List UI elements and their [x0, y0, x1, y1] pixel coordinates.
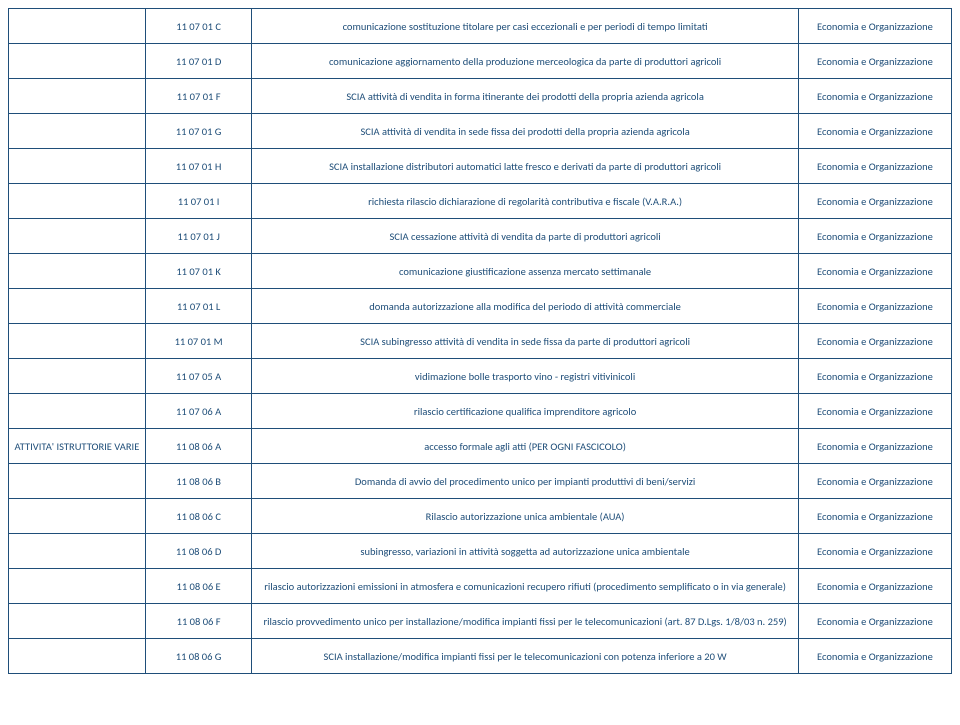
description-cell: SCIA attività di vendita in sede fissa d… [252, 114, 799, 149]
department-cell: Economia e Organizzazione [798, 79, 951, 114]
description-cell: accesso formale agli atti (PER OGNI FASC… [252, 429, 799, 464]
code-cell: 11 07 06 A [145, 394, 251, 429]
code-cell: 11 08 06 D [145, 534, 251, 569]
table-row: 11 07 01 FSCIA attività di vendita in fo… [9, 79, 952, 114]
table-row: 11 07 01 JSCIA cessazione attività di ve… [9, 219, 952, 254]
table-row: 11 08 06 GSCIA installazione/modifica im… [9, 639, 952, 674]
category-cell [9, 464, 146, 499]
department-cell: Economia e Organizzazione [798, 569, 951, 604]
table-row: 11 08 06 Dsubingresso, variazioni in att… [9, 534, 952, 569]
description-cell: comunicazione giustificazione assenza me… [252, 254, 799, 289]
table-row: 11 07 01 GSCIA attività di vendita in se… [9, 114, 952, 149]
department-cell: Economia e Organizzazione [798, 254, 951, 289]
category-cell [9, 534, 146, 569]
category-cell [9, 79, 146, 114]
department-cell: Economia e Organizzazione [798, 604, 951, 639]
department-cell: Economia e Organizzazione [798, 429, 951, 464]
table-body: 11 07 01 Ccomunicazione sostituzione tit… [9, 9, 952, 674]
category-cell [9, 289, 146, 324]
category-cell [9, 569, 146, 604]
category-cell [9, 219, 146, 254]
table-row: 11 08 06 CRilascio autorizzazione unica … [9, 499, 952, 534]
code-cell: 11 07 01 L [145, 289, 251, 324]
category-cell [9, 149, 146, 184]
category-cell [9, 639, 146, 674]
code-cell: 11 07 01 K [145, 254, 251, 289]
table-row: 11 08 06 BDomanda di avvio del procedime… [9, 464, 952, 499]
department-cell: Economia e Organizzazione [798, 289, 951, 324]
description-cell: Domanda di avvio del procedimento unico … [252, 464, 799, 499]
category-cell [9, 359, 146, 394]
department-cell: Economia e Organizzazione [798, 219, 951, 254]
description-cell: domanda autorizzazione alla modifica del… [252, 289, 799, 324]
code-cell: 11 07 01 F [145, 79, 251, 114]
department-cell: Economia e Organizzazione [798, 149, 951, 184]
code-cell: 11 07 01 C [145, 9, 251, 44]
category-cell [9, 114, 146, 149]
code-cell: 11 07 01 I [145, 184, 251, 219]
description-cell: rilascio autorizzazioni emissioni in atm… [252, 569, 799, 604]
department-cell: Economia e Organizzazione [798, 394, 951, 429]
department-cell: Economia e Organizzazione [798, 359, 951, 394]
category-cell [9, 44, 146, 79]
department-cell: Economia e Organizzazione [798, 499, 951, 534]
table-row: 11 07 01 Ccomunicazione sostituzione tit… [9, 9, 952, 44]
code-cell: 11 08 06 F [145, 604, 251, 639]
category-cell [9, 254, 146, 289]
description-cell: comunicazione sostituzione titolare per … [252, 9, 799, 44]
table-row: 11 07 01 Ldomanda autorizzazione alla mo… [9, 289, 952, 324]
code-cell: 11 08 06 G [145, 639, 251, 674]
code-cell: 11 08 06 C [145, 499, 251, 534]
department-cell: Economia e Organizzazione [798, 44, 951, 79]
description-cell: rilascio certificazione qualifica impren… [252, 394, 799, 429]
description-cell: SCIA subingresso attività di vendita in … [252, 324, 799, 359]
category-cell [9, 184, 146, 219]
category-cell: ATTIVITA' ISTRUTTORIE VARIE [9, 429, 146, 464]
table-row: 11 07 01 Kcomunicazione giustificazione … [9, 254, 952, 289]
category-cell [9, 604, 146, 639]
table-row: 11 08 06 Erilascio autorizzazioni emissi… [9, 569, 952, 604]
description-cell: SCIA installazione distributori automati… [252, 149, 799, 184]
procedures-table: 11 07 01 Ccomunicazione sostituzione tit… [8, 8, 952, 674]
table-row: 11 07 01 HSCIA installazione distributor… [9, 149, 952, 184]
description-cell: vidimazione bolle trasporto vino - regis… [252, 359, 799, 394]
category-cell [9, 394, 146, 429]
code-cell: 11 07 01 M [145, 324, 251, 359]
category-cell [9, 324, 146, 359]
code-cell: 11 08 06 B [145, 464, 251, 499]
code-cell: 11 07 01 H [145, 149, 251, 184]
code-cell: 11 07 01 J [145, 219, 251, 254]
code-cell: 11 07 01 G [145, 114, 251, 149]
code-cell: 11 07 05 A [145, 359, 251, 394]
table-row: 11 07 05 Avidimazione bolle trasporto vi… [9, 359, 952, 394]
description-cell: SCIA cessazione attività di vendita da p… [252, 219, 799, 254]
table-row: 11 07 06 Arilascio certificazione qualif… [9, 394, 952, 429]
table-row: 11 07 01 Dcomunicazione aggiornamento de… [9, 44, 952, 79]
code-cell: 11 08 06 E [145, 569, 251, 604]
department-cell: Economia e Organizzazione [798, 464, 951, 499]
category-cell [9, 499, 146, 534]
description-cell: Rilascio autorizzazione unica ambientale… [252, 499, 799, 534]
category-cell [9, 9, 146, 44]
description-cell: rilascio provvedimento unico per install… [252, 604, 799, 639]
code-cell: 11 08 06 A [145, 429, 251, 464]
description-cell: comunicazione aggiornamento della produz… [252, 44, 799, 79]
description-cell: SCIA attività di vendita in forma itiner… [252, 79, 799, 114]
department-cell: Economia e Organizzazione [798, 324, 951, 359]
description-cell: SCIA installazione/modifica impianti fis… [252, 639, 799, 674]
table-row: 11 07 01 MSCIA subingresso attività di v… [9, 324, 952, 359]
table-row: 11 08 06 Frilascio provvedimento unico p… [9, 604, 952, 639]
department-cell: Economia e Organizzazione [798, 9, 951, 44]
description-cell: richiesta rilascio dichiarazione di rego… [252, 184, 799, 219]
department-cell: Economia e Organizzazione [798, 184, 951, 219]
department-cell: Economia e Organizzazione [798, 639, 951, 674]
description-cell: subingresso, variazioni in attività sogg… [252, 534, 799, 569]
table-row: 11 07 01 Irichiesta rilascio dichiarazio… [9, 184, 952, 219]
table-row: ATTIVITA' ISTRUTTORIE VARIE11 08 06 Aacc… [9, 429, 952, 464]
department-cell: Economia e Organizzazione [798, 114, 951, 149]
department-cell: Economia e Organizzazione [798, 534, 951, 569]
code-cell: 11 07 01 D [145, 44, 251, 79]
